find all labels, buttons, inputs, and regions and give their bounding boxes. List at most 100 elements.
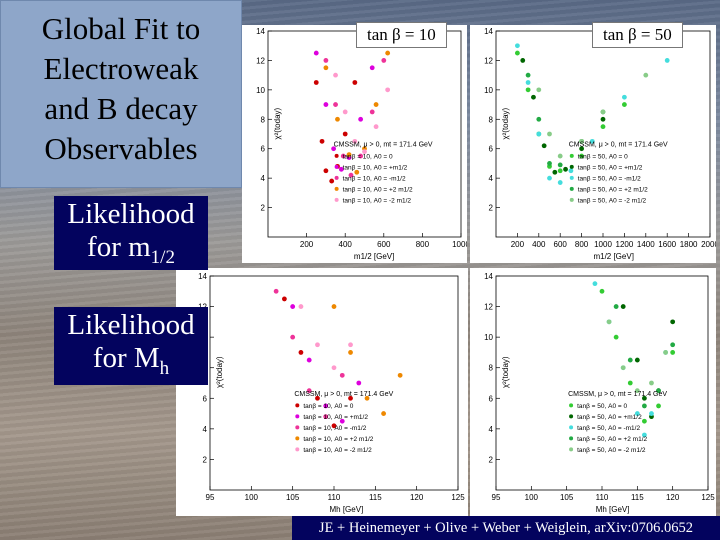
x-axis-label: m1/2 [GeV] [354, 252, 394, 261]
legend-entry: tanβ = 10, A0 = -2 m1/2 [343, 197, 412, 204]
data-point [331, 146, 337, 152]
plot-panel-br: 2 4 6 8 10 12 14 95 100 105 110 115 120 125 Mh [GeV] χ²… [470, 268, 716, 516]
data-point [362, 149, 367, 155]
title-line: Observables [44, 131, 198, 166]
data-point [333, 72, 338, 78]
likelihood-mh-label: Likelihood for Mh [54, 307, 208, 385]
label-line: Likelihood [67, 198, 195, 230]
legend-marker [295, 414, 300, 419]
data-point [373, 102, 379, 107]
data-point [579, 146, 584, 152]
data-point [557, 180, 563, 185]
data-point [298, 304, 304, 309]
data-point [547, 161, 552, 166]
x-tick-label: 200 [511, 240, 525, 249]
tanbeta-10-badge: tan β = 10 [356, 22, 447, 48]
data-point [622, 94, 627, 100]
y-tick-label: 14 [256, 27, 265, 36]
legend-marker [569, 414, 574, 419]
legend-marker [334, 186, 339, 191]
legend-entry: tanβ = 10, A0 = +2 m1/2 [343, 186, 413, 193]
data-point [313, 80, 319, 85]
data-point [536, 131, 542, 137]
data-point [348, 395, 353, 401]
x-tick-label: 400 [532, 240, 546, 249]
data-point [315, 342, 320, 348]
data-point [273, 288, 279, 294]
y-tick-label: 2 [489, 204, 494, 213]
data-point [323, 414, 329, 420]
plot-panel-tr: 2 4 6 8 10 12 14 200 400 600 800 1000 1200 1400 1600 18… [470, 25, 716, 263]
legend-entry: tanβ = 50, A0 = -2 m1/2 [577, 447, 646, 454]
data-point [600, 116, 606, 122]
y-tick-label: 4 [489, 425, 494, 434]
x-tick-label: 100 [245, 493, 259, 502]
legend-title: CMSSM, μ > 0, mt = 171.4 GeV [334, 141, 433, 148]
y-tick-label: 12 [484, 56, 493, 65]
label-line: Likelihood [67, 309, 195, 341]
x-tick-label: 600 [554, 240, 568, 249]
legend-marker [295, 425, 300, 430]
x-tick-label: 1200 [616, 240, 634, 249]
data-point [339, 418, 345, 424]
data-point [329, 178, 335, 184]
data-point [515, 50, 520, 56]
title-line: Global Fit to [41, 11, 201, 46]
data-point [323, 58, 329, 63]
x-tick-label: 120 [410, 493, 424, 502]
data-point [369, 109, 375, 115]
x-tick-label: 110 [596, 493, 609, 502]
legend-entry: tanβ = 50, A0 = +2 m1/2 [577, 436, 647, 443]
legend-marker [569, 153, 574, 158]
data-point [352, 80, 358, 85]
legend-marker [334, 153, 339, 158]
plot-frame [495, 275, 709, 491]
x-axis-label: Mh [GeV] [596, 505, 630, 514]
data-point [381, 411, 386, 416]
plot-frame [267, 30, 462, 238]
legend-marker [569, 425, 574, 430]
x-tick-label: 95 [492, 493, 501, 502]
y-axis-label: χ²(today) [215, 356, 224, 388]
data-point [323, 403, 329, 409]
x-tick-label: 800 [416, 240, 430, 249]
data-point [290, 304, 296, 309]
x-tick-label: 100 [525, 493, 539, 502]
x-axis-label: Mh [GeV] [330, 505, 364, 514]
chart-m12-tan50: 2 4 6 8 10 12 14 200 400 600 800 1000 1200 1400 1600 18… [484, 27, 716, 261]
legend-entry: tanβ = 10, A0 = +m1/2 [303, 414, 368, 421]
legend-entry: tanβ = 10, A0 = -2 m1/2 [303, 447, 372, 454]
data-point [515, 43, 520, 49]
x-tick-label: 125 [451, 493, 465, 502]
legend-marker [569, 447, 574, 452]
x-tick-label: 600 [377, 240, 391, 249]
data-point [331, 423, 337, 429]
y-tick-label: 10 [484, 333, 493, 342]
data-point [520, 58, 526, 63]
x-tick-label: 105 [560, 493, 574, 502]
data-point [600, 109, 606, 115]
data-point [315, 395, 320, 401]
x-tick-label: 800 [575, 240, 589, 249]
data-point [613, 334, 619, 340]
y-tick-label: 14 [484, 272, 493, 281]
data-point [642, 432, 647, 438]
data-point [282, 296, 287, 302]
data-point [664, 58, 670, 63]
legend-marker [295, 436, 300, 441]
data-point [620, 304, 626, 309]
data-point [331, 304, 337, 309]
x-tick-label: 2000 [701, 240, 716, 249]
legend-marker [569, 197, 574, 202]
data-point [670, 319, 676, 325]
tanbeta-50-badge: tan β = 50 [592, 22, 683, 48]
legend-entry: tanβ = 10, A0 = 0 [343, 153, 393, 160]
data-point [354, 169, 360, 175]
data-point [568, 168, 574, 174]
data-point [339, 372, 345, 378]
y-tick-label: 12 [484, 303, 493, 312]
legend-marker [569, 403, 574, 408]
data-point [333, 102, 338, 107]
data-point [536, 116, 542, 122]
